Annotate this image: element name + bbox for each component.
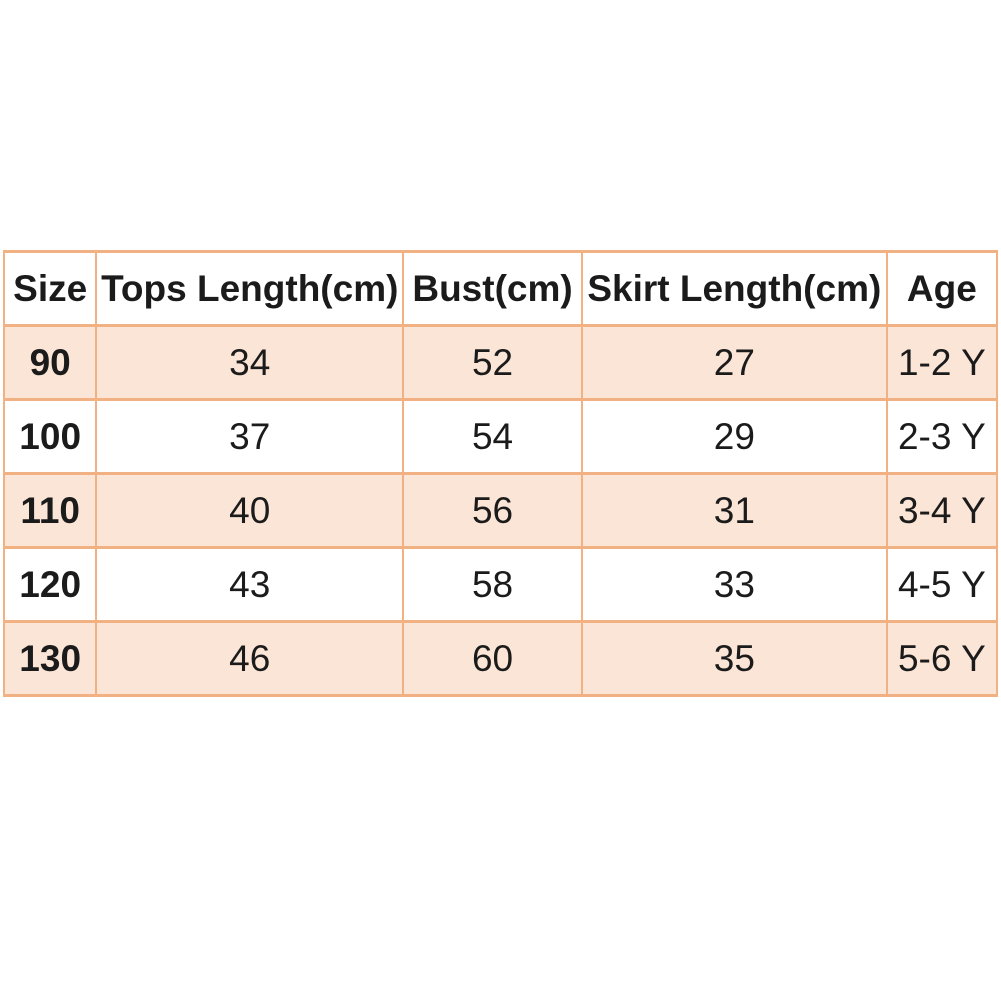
cell-size: 100 <box>2 398 98 475</box>
cell-tops-length: 34 <box>95 324 405 401</box>
cell-tops-length: 37 <box>95 398 405 475</box>
header-cell-skirt-length: Skirt Length(cm) <box>580 250 888 327</box>
cell-age: 2-3 Y <box>885 398 999 475</box>
cell-size: 90 <box>2 324 98 401</box>
cell-bust: 54 <box>402 398 583 475</box>
cell-tops-length: 46 <box>95 620 405 697</box>
table-row-size-100: 100 37 54 29 2-3 Y <box>2 398 999 475</box>
header-cell-age: Age <box>885 250 999 327</box>
cell-skirt-length: 29 <box>580 398 888 475</box>
header-row: Size Tops Length(cm) Bust(cm) Skirt Leng… <box>2 250 999 327</box>
cell-age: 4-5 Y <box>885 546 999 623</box>
header-cell-size: Size <box>2 250 98 327</box>
table-row-size-90: 90 34 52 27 1-2 Y <box>2 324 999 401</box>
cell-bust: 52 <box>402 324 583 401</box>
cell-age: 3-4 Y <box>885 472 999 549</box>
cell-bust: 60 <box>402 620 583 697</box>
cell-bust: 58 <box>402 546 583 623</box>
cell-skirt-length: 27 <box>580 324 888 401</box>
cell-bust: 56 <box>402 472 583 549</box>
cell-age: 1-2 Y <box>885 324 999 401</box>
header-cell-tops-length: Tops Length(cm) <box>95 250 405 327</box>
cell-size: 130 <box>2 620 98 697</box>
cell-skirt-length: 33 <box>580 546 888 623</box>
cell-age: 5-6 Y <box>885 620 999 697</box>
cell-size: 120 <box>2 546 98 623</box>
size-chart: Size Tops Length(cm) Bust(cm) Skirt Leng… <box>2 250 999 697</box>
cell-skirt-length: 35 <box>580 620 888 697</box>
cell-size: 110 <box>2 472 98 549</box>
cell-tops-length: 43 <box>95 546 405 623</box>
table-row-size-130: 130 46 60 35 5-6 Y <box>2 620 999 697</box>
table-row-size-120: 120 43 58 33 4-5 Y <box>2 546 999 623</box>
header-cell-bust: Bust(cm) <box>402 250 583 327</box>
size-chart-table: Size Tops Length(cm) Bust(cm) Skirt Leng… <box>2 250 999 697</box>
table-row-size-110: 110 40 56 31 3-4 Y <box>2 472 999 549</box>
cell-skirt-length: 31 <box>580 472 888 549</box>
cell-tops-length: 40 <box>95 472 405 549</box>
